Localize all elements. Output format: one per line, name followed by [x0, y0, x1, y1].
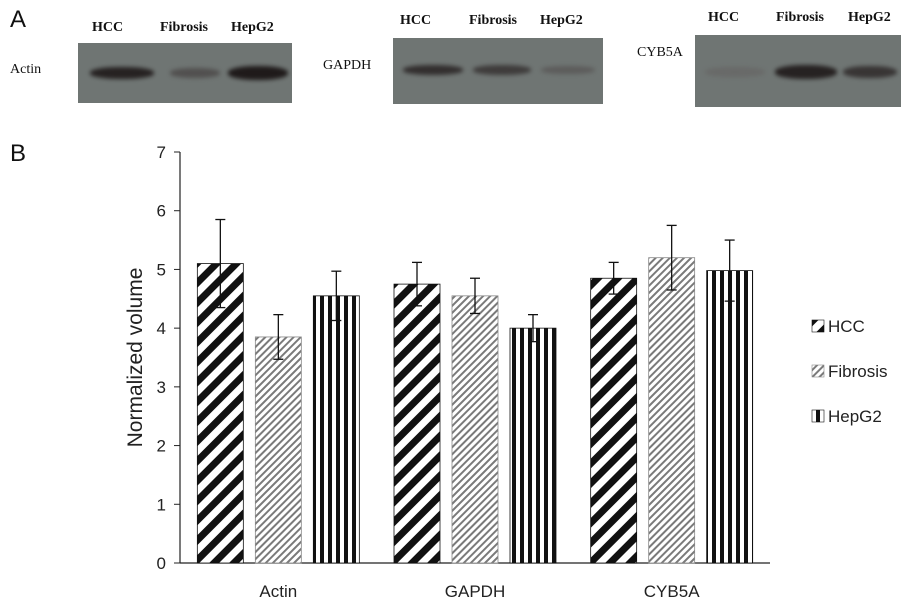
x-category-label-1: GAPDH: [445, 582, 505, 601]
bar-actin-hcc: [196, 263, 244, 564]
legend-label-hcc: HCC: [828, 317, 865, 336]
y-tick-label-2: 2: [157, 437, 166, 456]
legend-label-fibrosis: Fibrosis: [828, 362, 888, 381]
y-tick-label-0: 0: [157, 554, 166, 573]
legend: HCC Fibrosis HepG2: [811, 317, 888, 426]
blot-1-band-1: [90, 67, 154, 79]
y-tick-label-6: 6: [157, 202, 166, 221]
blot-3-band-1: [705, 67, 765, 77]
bar-actin-fibrosis: [254, 336, 302, 564]
y-tick-label-4: 4: [157, 319, 166, 338]
x-category-label-0: Actin: [259, 582, 297, 601]
y-tick-label-1: 1: [157, 495, 166, 514]
blot-1-lane-3-label: HepG2: [231, 20, 274, 35]
blot-2-lane-1-label: HCC: [400, 13, 432, 28]
y-tick-label-5: 5: [157, 260, 166, 279]
axis-labels: 0 1 2 3 4 5 6 7 Normalized volume Actin GAPDH CYB5A: [124, 143, 700, 601]
x-category-label-2: CYB5A: [644, 582, 700, 601]
blot-1-band-3: [228, 66, 288, 80]
blot-2-protein-label: GAPDH: [323, 58, 372, 73]
y-tick-label-7: 7: [157, 143, 166, 162]
panel-b-letter: B: [10, 140, 27, 167]
bar-actin-hepg2: [312, 295, 360, 564]
y-tick-label-3: 3: [157, 378, 166, 397]
y-axis-title: Normalized volume: [124, 268, 147, 448]
blot-1-lane-2-label: Fibrosis: [160, 20, 208, 35]
blot-3-lane-1-label: HCC: [708, 10, 740, 25]
blot-3-image: [695, 35, 901, 107]
legend-swatch-fibrosis: [811, 364, 825, 378]
blot-1-band-2: [170, 68, 220, 78]
blot-3-protein-label: CYB5A: [637, 45, 683, 60]
legend-swatch-hcc: [811, 319, 825, 333]
legend-label-hepg2: HepG2: [828, 407, 882, 426]
bar-cyb5a-hepg2: [706, 270, 754, 564]
bar-gapdh-hepg2: [509, 327, 557, 564]
blot-1-protein-label: Actin: [10, 62, 42, 77]
legend-swatch-hepg2: [811, 409, 825, 423]
bar-cyb5a-fibrosis: [648, 257, 696, 564]
bar-cyb5a-hcc: [590, 277, 638, 564]
blot-2-band-3: [541, 66, 595, 74]
blot-2-lane-3-label: HepG2: [540, 13, 583, 28]
blot-3-band-2: [775, 65, 837, 79]
blot-1-image: [78, 43, 292, 103]
blot-2-band-1: [403, 65, 463, 75]
blot-2-band-2: [473, 65, 531, 75]
blot-3-lane-3-label: HepG2: [848, 10, 891, 25]
blot-2-lane-2-label: Fibrosis: [469, 13, 517, 28]
blot-3-band-3: [843, 66, 897, 78]
bar-gapdh-fibrosis: [451, 295, 499, 564]
bars: [196, 218, 754, 564]
panel-a-letter: A: [10, 6, 27, 33]
blot-3-lane-2-label: Fibrosis: [776, 10, 824, 25]
blot-2-image: [393, 38, 603, 104]
bar-gapdh-hcc: [393, 283, 441, 564]
blot-1-lane-1-label: HCC: [92, 20, 124, 35]
